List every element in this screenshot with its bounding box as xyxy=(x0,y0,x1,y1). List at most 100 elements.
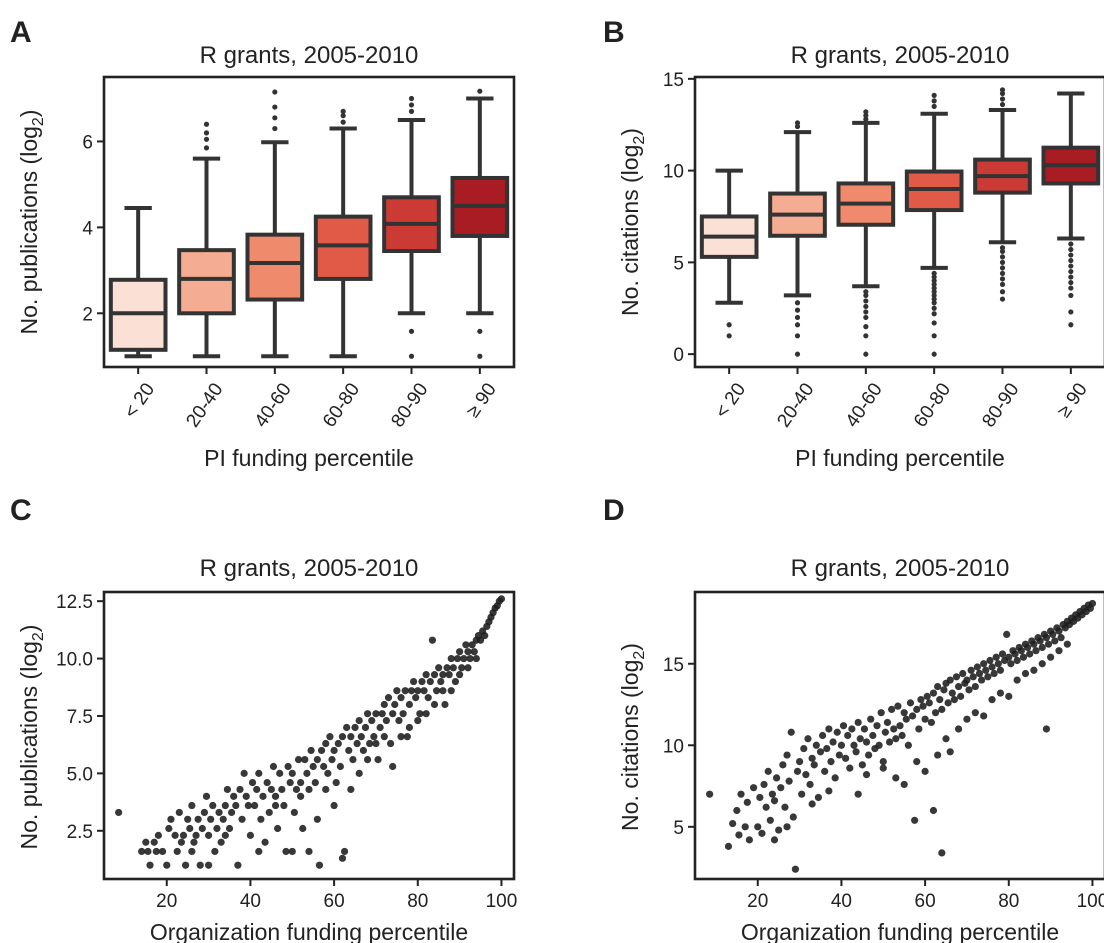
panel-b-xtick-label: < 20 xyxy=(711,379,750,422)
panel-d-point xyxy=(770,797,779,805)
panel-d-point xyxy=(929,689,938,697)
panel-d-point xyxy=(831,774,839,782)
panel-d-point xyxy=(900,780,908,789)
panel-c-point xyxy=(313,756,321,764)
panel-a-box xyxy=(245,232,305,302)
panel-a-flier xyxy=(272,115,278,121)
panel-b-flier xyxy=(931,274,937,280)
panel-c-point xyxy=(292,785,301,794)
panel-d-point xyxy=(825,787,833,795)
panel-c-point xyxy=(167,815,175,823)
panel-a-flier xyxy=(408,353,415,359)
panel-d-point xyxy=(973,663,981,671)
panel-d-point xyxy=(969,673,977,681)
panel-a-xtick-label: 20-40 xyxy=(182,379,227,431)
panel-c-point xyxy=(453,654,462,663)
panel-d-point xyxy=(963,715,971,723)
panel-c-point xyxy=(472,654,480,663)
panel-c-point xyxy=(458,664,466,672)
panel-d-point xyxy=(1005,692,1013,700)
panel-c-ylabel: No. publications (log2) xyxy=(16,625,47,850)
panel-d-point xyxy=(842,754,850,762)
panel-c-point xyxy=(165,824,173,833)
panel-d-plot-frame xyxy=(693,590,1104,881)
panel-c-point xyxy=(443,664,451,672)
panel-d-point xyxy=(885,738,894,746)
panel-c-point xyxy=(271,801,280,810)
panel-a-flier xyxy=(340,119,346,125)
panel-b-flier xyxy=(999,87,1006,93)
panel-b-flier xyxy=(1068,257,1074,264)
panel-d-point xyxy=(819,731,827,740)
panel-d-point xyxy=(1057,634,1065,642)
panel-d-point xyxy=(827,757,835,766)
panel-d-point xyxy=(867,715,875,723)
panel-c-point xyxy=(297,778,305,787)
panel-c-point xyxy=(219,815,227,823)
panel-d-point xyxy=(735,831,743,839)
panel-d-point xyxy=(996,689,1005,697)
panel-c-plot-frame xyxy=(102,590,516,881)
panel-d-title: R grants, 2005-2010 xyxy=(791,555,1010,582)
panel-b-flier xyxy=(794,120,801,126)
panel-d-point xyxy=(948,689,956,697)
panel-c-ytick-label: 10.0 xyxy=(56,650,93,671)
panel-d-point xyxy=(923,692,931,700)
panel-d-point xyxy=(1049,630,1057,638)
panel-c-point xyxy=(192,831,200,839)
panel-d-point xyxy=(988,696,996,704)
panel-c-title: R grants, 2005-2010 xyxy=(200,555,419,582)
panel-b-flier xyxy=(726,322,732,328)
panel-d-point xyxy=(724,842,733,850)
panel-d-point xyxy=(1038,643,1046,652)
panel-c-point xyxy=(301,756,309,764)
panel-d-point xyxy=(913,705,921,714)
panel-c-point xyxy=(217,838,225,846)
panel-c-point xyxy=(248,778,257,787)
panel-a-flier xyxy=(408,102,415,108)
panel-d-xtick-label: 20 xyxy=(747,891,768,912)
panel-d-point xyxy=(934,751,942,759)
panel-d-point xyxy=(802,771,810,779)
panel-d-point xyxy=(915,725,923,733)
panel-c-point xyxy=(447,687,455,695)
panel-c-point xyxy=(209,801,217,810)
panel-d-point xyxy=(854,718,862,727)
panel-b-flier xyxy=(931,289,937,295)
panel-c-point xyxy=(263,778,271,787)
panel-d-point xyxy=(781,803,789,811)
panel-d-point xyxy=(854,790,862,798)
panel-b-ytick-label: 10 xyxy=(663,162,684,183)
panel-c-point xyxy=(144,847,152,856)
panel-c-point xyxy=(315,861,324,869)
panel-d-point xyxy=(844,731,852,740)
panel-c-point xyxy=(142,838,150,846)
panel-d-point xyxy=(929,806,938,815)
panel-d-point xyxy=(940,686,948,694)
panel-d-point xyxy=(775,826,783,834)
panel-c-point xyxy=(378,710,386,718)
panel-d-point xyxy=(992,653,1000,661)
panel-b-flier xyxy=(863,109,869,115)
panel-c-point xyxy=(297,792,305,800)
panel-c-point xyxy=(464,664,472,672)
panel-b-ytick-label: 5 xyxy=(673,253,684,274)
panel-b-flier xyxy=(1068,285,1074,291)
panel-c-point xyxy=(359,746,367,755)
panel-d-ytick-label: 15 xyxy=(663,655,684,676)
panel-c-point xyxy=(355,769,363,777)
panel-d-point xyxy=(1042,725,1051,733)
panel-d-point xyxy=(986,656,994,665)
panel-d-point xyxy=(808,800,816,808)
panel-c-point xyxy=(278,785,286,794)
panel-d-point xyxy=(862,771,871,779)
panel-a-flier xyxy=(340,113,346,119)
panel-d-point xyxy=(1047,653,1055,661)
panel-b-flier xyxy=(794,307,801,313)
panel-a-flier xyxy=(408,108,415,114)
panel-d-xtick-label: 60 xyxy=(915,891,936,912)
panel-b-flier xyxy=(931,333,937,339)
panel-c-point xyxy=(456,648,464,656)
panel-d-point xyxy=(779,761,787,769)
panel-c-point xyxy=(307,746,315,755)
